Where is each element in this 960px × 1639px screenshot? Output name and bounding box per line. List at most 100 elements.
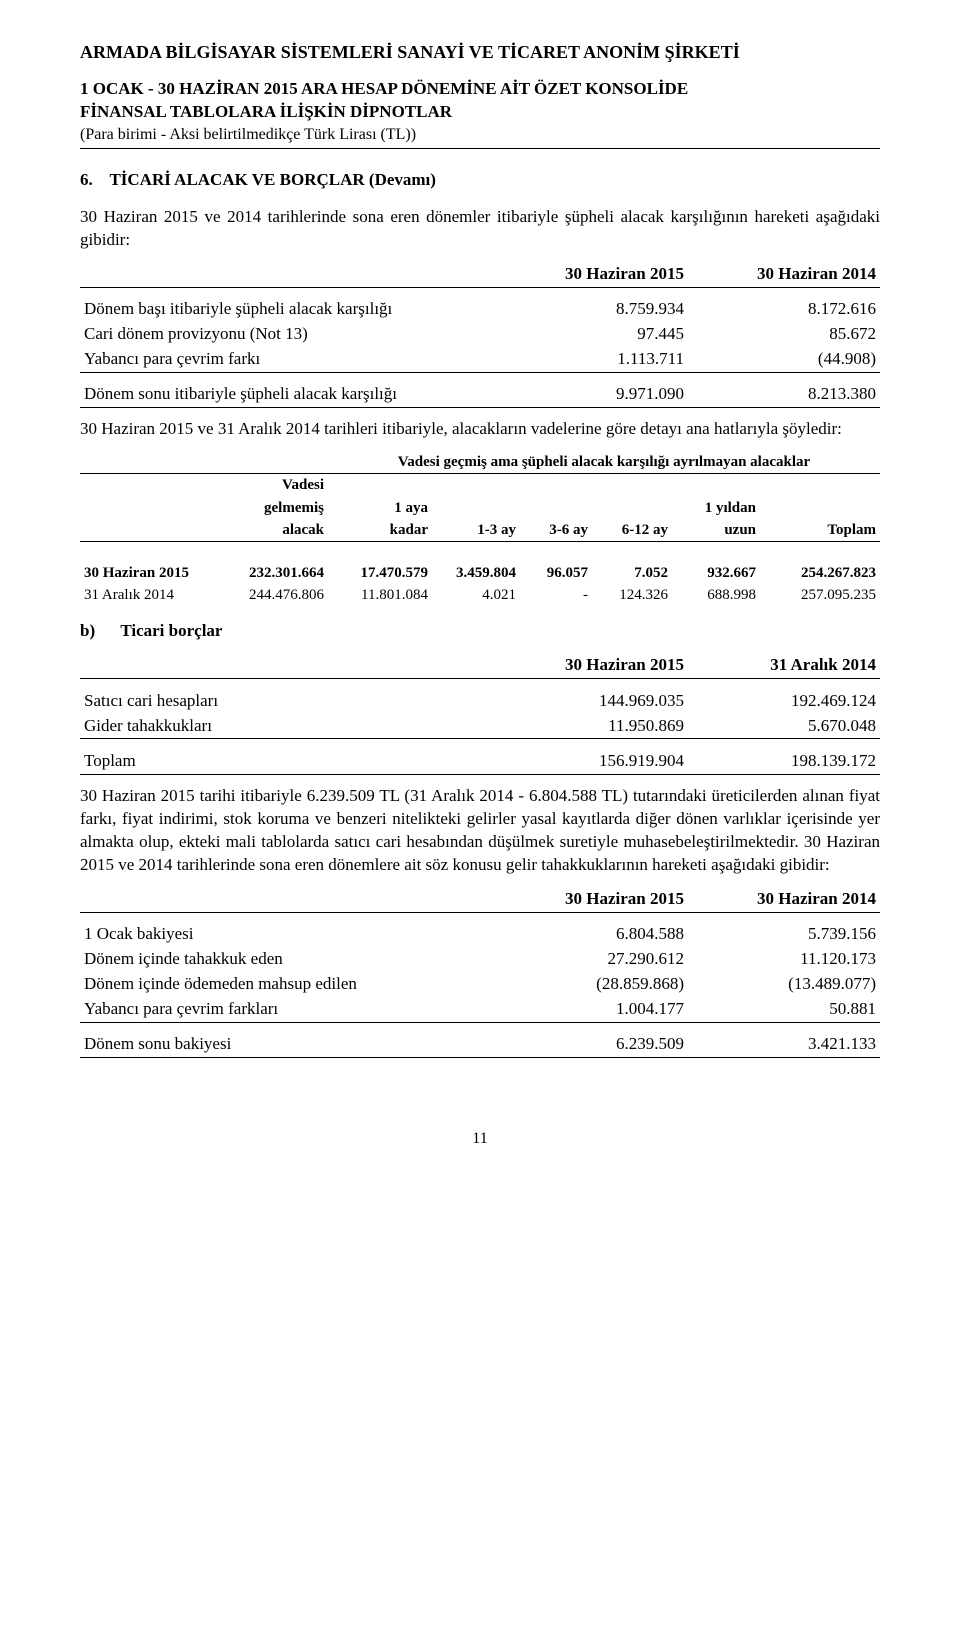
currency-note: (Para birimi - Aksi belirtilmedikçe Türk… bbox=[80, 124, 880, 146]
t4-r1-v2: 5.739.156 bbox=[688, 922, 880, 947]
t1-r4-label: Dönem sonu itibariyle şüpheli alacak kar… bbox=[80, 382, 496, 407]
t2-h1b: gelmemiş bbox=[216, 497, 328, 519]
table-row: Dönem sonu itibariyle şüpheli alacak kar… bbox=[80, 382, 880, 407]
t3-r3-v2: 198.139.172 bbox=[688, 749, 880, 774]
t2-h7: Toplam bbox=[760, 519, 880, 542]
table-accrual-movement: 30 Haziran 2015 30 Haziran 2014 1 Ocak b… bbox=[80, 887, 880, 1059]
subsection-b: b) Ticari borçlar bbox=[80, 620, 880, 643]
table-row: Satıcı cari hesapları 144.969.035 192.46… bbox=[80, 689, 880, 714]
t2-r1-c4: 96.057 bbox=[520, 562, 592, 584]
t3-r2-v1: 11.950.869 bbox=[496, 714, 688, 739]
t1-r1-v2: 8.172.616 bbox=[688, 297, 880, 322]
paragraph-2: 30 Haziran 2015 ve 31 Aralık 2014 tarihl… bbox=[80, 418, 880, 441]
t4-r4-v1: 1.004.177 bbox=[496, 997, 688, 1022]
report-title-line2: FİNANSAL TABLOLARA İLİŞKİN DİPNOTLAR bbox=[80, 101, 880, 124]
paragraph-3: 30 Haziran 2015 tarihi itibariyle 6.239.… bbox=[80, 785, 880, 877]
t4-r5-label: Dönem sonu bakiyesi bbox=[80, 1032, 496, 1057]
t2-r2-c4: - bbox=[520, 584, 592, 606]
report-title-line1: 1 OCAK - 30 HAZİRAN 2015 ARA HESAP DÖNEM… bbox=[80, 78, 880, 101]
t1-r2-v2: 85.672 bbox=[688, 322, 880, 347]
header-separator bbox=[80, 148, 880, 149]
t4-col1: 30 Haziran 2015 bbox=[496, 887, 688, 912]
t3-r1-v2: 192.469.124 bbox=[688, 689, 880, 714]
table-row: 30 Haziran 2015 232.301.664 17.470.579 3… bbox=[80, 562, 880, 584]
t4-r2-label: Dönem içinde tahakkuk eden bbox=[80, 947, 496, 972]
t2-r2-c1: 244.476.806 bbox=[216, 584, 328, 606]
t3-col1: 30 Haziran 2015 bbox=[496, 653, 688, 678]
page-number: 11 bbox=[80, 1128, 880, 1150]
t4-r3-v2: (13.489.077) bbox=[688, 972, 880, 997]
company-name: ARMADA BİLGİSAYAR SİSTEMLERİ SANAYİ VE T… bbox=[80, 40, 880, 64]
t4-r2-v2: 11.120.173 bbox=[688, 947, 880, 972]
table-row: Yabancı para çevrim farkları 1.004.177 5… bbox=[80, 997, 880, 1022]
t2-merged-header: Vadesi geçmiş ama şüpheli alacak karşılı… bbox=[328, 451, 880, 474]
t4-r4-v2: 50.881 bbox=[688, 997, 880, 1022]
t2-r1-c2: 17.470.579 bbox=[328, 562, 432, 584]
t1-r2-v1: 97.445 bbox=[496, 322, 688, 347]
section-title: TİCARİ ALACAK VE BORÇLAR (Devamı) bbox=[109, 170, 435, 189]
table-row: 31 Aralık 2014 244.476.806 11.801.084 4.… bbox=[80, 584, 880, 606]
t2-h1a: Vadesi bbox=[216, 474, 328, 497]
table-row: Gider tahakkukları 11.950.869 5.670.048 bbox=[80, 714, 880, 739]
t2-r2-label: 31 Aralık 2014 bbox=[80, 584, 216, 606]
t4-r1-v1: 6.804.588 bbox=[496, 922, 688, 947]
t2-h4: 3-6 ay bbox=[520, 519, 592, 542]
t3-r2-v2: 5.670.048 bbox=[688, 714, 880, 739]
t4-r1-label: 1 Ocak bakiyesi bbox=[80, 922, 496, 947]
t2-h6b: uzun bbox=[672, 519, 760, 542]
table-row: Dönem içinde ödemeden mahsup edilen (28.… bbox=[80, 972, 880, 997]
t2-h3: 1-3 ay bbox=[432, 519, 520, 542]
t3-r1-v1: 144.969.035 bbox=[496, 689, 688, 714]
t2-h2b: kadar bbox=[328, 519, 432, 542]
t2-r1-c6: 932.667 bbox=[672, 562, 760, 584]
table-trade-payables: 30 Haziran 2015 31 Aralık 2014 Satıcı ca… bbox=[80, 653, 880, 775]
table-row: Cari dönem provizyonu (Not 13) 97.445 85… bbox=[80, 322, 880, 347]
t3-r2-label: Gider tahakkukları bbox=[80, 714, 496, 739]
t2-r2-c3: 4.021 bbox=[432, 584, 520, 606]
table-row: Toplam 156.919.904 198.139.172 bbox=[80, 749, 880, 774]
table-row: Dönem başı itibariyle şüpheli alacak kar… bbox=[80, 297, 880, 322]
t1-r4-v1: 9.971.090 bbox=[496, 382, 688, 407]
subsection-label: Ticari borçlar bbox=[120, 621, 222, 640]
t2-r1-label: 30 Haziran 2015 bbox=[80, 562, 216, 584]
t2-h2a: 1 aya bbox=[328, 497, 432, 519]
t2-r2-c2: 11.801.084 bbox=[328, 584, 432, 606]
section-number: 6. bbox=[80, 170, 93, 189]
t4-r4-label: Yabancı para çevrim farkları bbox=[80, 997, 496, 1022]
t2-r1-c1: 232.301.664 bbox=[216, 562, 328, 584]
table-row: 1 Ocak bakiyesi 6.804.588 5.739.156 bbox=[80, 922, 880, 947]
t2-r1-c3: 3.459.804 bbox=[432, 562, 520, 584]
t1-r1-v1: 8.759.934 bbox=[496, 297, 688, 322]
section-heading: 6. TİCARİ ALACAK VE BORÇLAR (Devamı) bbox=[80, 169, 880, 192]
t1-r3-label: Yabancı para çevrim farkı bbox=[80, 347, 496, 372]
t4-r5-v1: 6.239.509 bbox=[496, 1032, 688, 1057]
subsection-letter: b) bbox=[80, 621, 95, 640]
paragraph-1: 30 Haziran 2015 ve 2014 tarihlerinde son… bbox=[80, 206, 880, 252]
table-row: Dönem içinde tahakkuk eden 27.290.612 11… bbox=[80, 947, 880, 972]
t1-r3-v1: 1.113.711 bbox=[496, 347, 688, 372]
t1-r3-v2: (44.908) bbox=[688, 347, 880, 372]
t2-r2-c7: 257.095.235 bbox=[760, 584, 880, 606]
t1-r2-label: Cari dönem provizyonu (Not 13) bbox=[80, 322, 496, 347]
t2-r2-c5: 124.326 bbox=[592, 584, 672, 606]
table-row: Dönem sonu bakiyesi 6.239.509 3.421.133 bbox=[80, 1032, 880, 1057]
t3-r3-v1: 156.919.904 bbox=[496, 749, 688, 774]
t1-r1-label: Dönem başı itibariyle şüpheli alacak kar… bbox=[80, 297, 496, 322]
t1-col2: 30 Haziran 2014 bbox=[688, 262, 880, 287]
table-doubtful-allowance: 30 Haziran 2015 30 Haziran 2014 Dönem ba… bbox=[80, 262, 880, 409]
t4-col2: 30 Haziran 2014 bbox=[688, 887, 880, 912]
t4-r3-v1: (28.859.868) bbox=[496, 972, 688, 997]
t3-r1-label: Satıcı cari hesapları bbox=[80, 689, 496, 714]
table-row: Yabancı para çevrim farkı 1.113.711 (44.… bbox=[80, 347, 880, 372]
t2-h6a: 1 yıldan bbox=[672, 497, 760, 519]
t4-r3-label: Dönem içinde ödemeden mahsup edilen bbox=[80, 972, 496, 997]
t2-r1-c7: 254.267.823 bbox=[760, 562, 880, 584]
t3-r3-label: Toplam bbox=[80, 749, 496, 774]
t2-h1c: alacak bbox=[216, 519, 328, 542]
t4-r2-v1: 27.290.612 bbox=[496, 947, 688, 972]
t4-r5-v2: 3.421.133 bbox=[688, 1032, 880, 1057]
t1-col1: 30 Haziran 2015 bbox=[496, 262, 688, 287]
t1-r4-v2: 8.213.380 bbox=[688, 382, 880, 407]
t2-r1-c5: 7.052 bbox=[592, 562, 672, 584]
table-receivables-aging: Vadesi geçmiş ama şüpheli alacak karşılı… bbox=[80, 451, 880, 606]
